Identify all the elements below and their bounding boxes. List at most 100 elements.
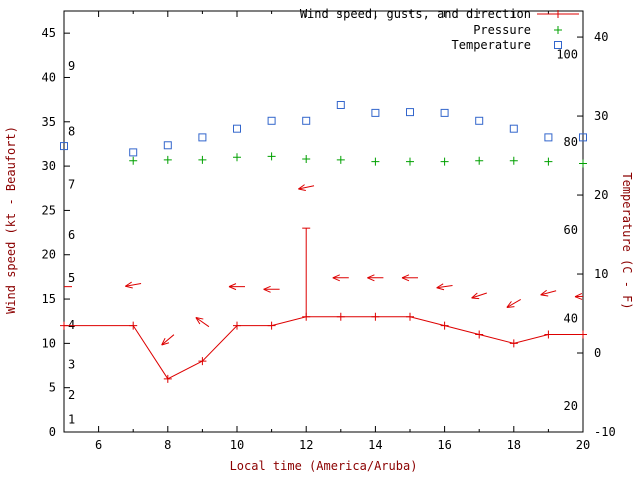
x-tick-label: 10	[230, 438, 244, 452]
arrow-head	[471, 292, 480, 300]
wind-direction-arrow	[436, 283, 453, 291]
wind-direction-arrow	[332, 274, 349, 282]
wind-direction-arrow	[506, 299, 521, 308]
wind-speed-point	[267, 321, 276, 330]
wind-speed-point	[579, 330, 587, 339]
celsius-tick-label: 10	[594, 267, 608, 281]
temperature-point	[198, 133, 207, 142]
wind-direction-arrow	[574, 292, 583, 300]
y-axis-label-right: Temperature (C - F)	[620, 172, 634, 310]
plot-border	[63, 10, 584, 433]
arrow-head	[506, 301, 515, 308]
wind-speed-point	[60, 321, 68, 330]
arrow-head	[574, 292, 583, 300]
wind-speed-point	[129, 321, 138, 330]
wind-speed-point	[544, 330, 553, 339]
wind-speed-point	[371, 312, 380, 321]
legend-wind-sample-point	[554, 10, 562, 18]
kt-tick-label: 15	[42, 292, 56, 306]
legend-pressure-label: Pressure	[473, 23, 531, 37]
arrow-shaft	[161, 334, 175, 346]
wind-direction-arrow	[540, 289, 557, 297]
arrow-head	[298, 184, 306, 192]
arrow-shaft	[125, 282, 142, 287]
kt-tick-label: 25	[42, 203, 56, 217]
x-tick-label: 16	[437, 438, 451, 452]
arrow-head	[56, 284, 63, 290]
wind-direction-arrow	[125, 281, 142, 289]
pressure-point	[233, 153, 241, 162]
celsius-tick-label: -10	[594, 425, 616, 439]
beaufort-label: 2	[68, 388, 75, 402]
temperature-point	[267, 116, 276, 125]
beaufort-label: 3	[68, 358, 75, 372]
pressure-point	[440, 157, 449, 166]
pressure-point	[129, 156, 138, 165]
x-tick-label: 6	[95, 438, 102, 452]
celsius-tick-label: 0	[594, 346, 601, 360]
wind-direction-arrow	[298, 184, 315, 192]
legend-temperature-sample	[554, 41, 562, 49]
arrow-shaft	[574, 295, 583, 298]
arrow-head	[540, 289, 549, 297]
temperature-point	[371, 108, 380, 117]
temperature-point	[336, 100, 345, 109]
pressure-point	[544, 157, 553, 166]
beaufort-label: 1	[68, 413, 75, 427]
x-tick-label: 8	[164, 438, 171, 452]
celsius-tick-label: 20	[594, 188, 608, 202]
pressure-point	[371, 157, 380, 166]
y-axis-label-left: Wind speed (kt - Beaufort)	[4, 126, 18, 314]
kt-tick-label: 35	[42, 115, 56, 129]
temperature-point	[60, 142, 68, 151]
wind-speed-point	[336, 312, 345, 321]
arrow-head	[228, 283, 237, 291]
beaufort-label: 8	[68, 125, 75, 139]
arrow-head	[161, 337, 170, 346]
pressure-point	[579, 159, 587, 168]
x-axis-label: Local time (America/Aruba)	[229, 459, 418, 473]
arrow-shaft	[471, 292, 487, 299]
arrow-head	[436, 283, 445, 291]
temperature-point	[544, 133, 553, 142]
fahrenheit-label: 100	[556, 47, 578, 61]
wind-speed-point	[475, 330, 484, 339]
arrow-head	[332, 274, 340, 282]
kt-tick-label: 20	[42, 248, 56, 262]
pressure-point	[302, 155, 311, 164]
wind-speed-point	[163, 374, 172, 383]
wind-speed-point	[440, 321, 449, 330]
temperature-point	[302, 116, 311, 125]
temperature-point	[129, 148, 138, 157]
wind-speed-point	[509, 339, 518, 348]
arrow-shaft	[298, 185, 315, 190]
legend-temperature-label: Temperature	[451, 38, 531, 52]
pressure-point	[198, 155, 207, 164]
kt-tick-label: 40	[42, 70, 56, 84]
x-tick-label: 18	[507, 438, 521, 452]
arrow-shaft	[540, 290, 557, 296]
wind-direction-arrow	[367, 274, 384, 282]
arrow-head	[195, 317, 204, 325]
fahrenheit-label: 60	[564, 223, 578, 237]
pressure-point	[163, 155, 172, 164]
wind-speed-point	[233, 321, 241, 330]
kt-tick-label: 0	[49, 425, 56, 439]
arrow-head	[367, 274, 375, 282]
wind-direction-arrows	[56, 184, 583, 346]
wind-speed-point	[198, 357, 207, 366]
kt-tick-label: 30	[42, 159, 56, 173]
legend-pressure-sample	[554, 26, 562, 34]
wind-direction-arrow	[161, 334, 175, 346]
temperature-point	[233, 124, 241, 133]
arrow-head	[125, 281, 133, 289]
arrow-head	[263, 285, 271, 293]
kt-tick-label: 45	[42, 26, 56, 40]
temperature-point	[163, 141, 172, 150]
pressure-point	[336, 155, 345, 164]
kt-tick-label: 10	[42, 336, 56, 350]
pressure-point	[475, 156, 484, 165]
pressure-point	[406, 157, 414, 166]
pressure-point	[509, 156, 518, 165]
